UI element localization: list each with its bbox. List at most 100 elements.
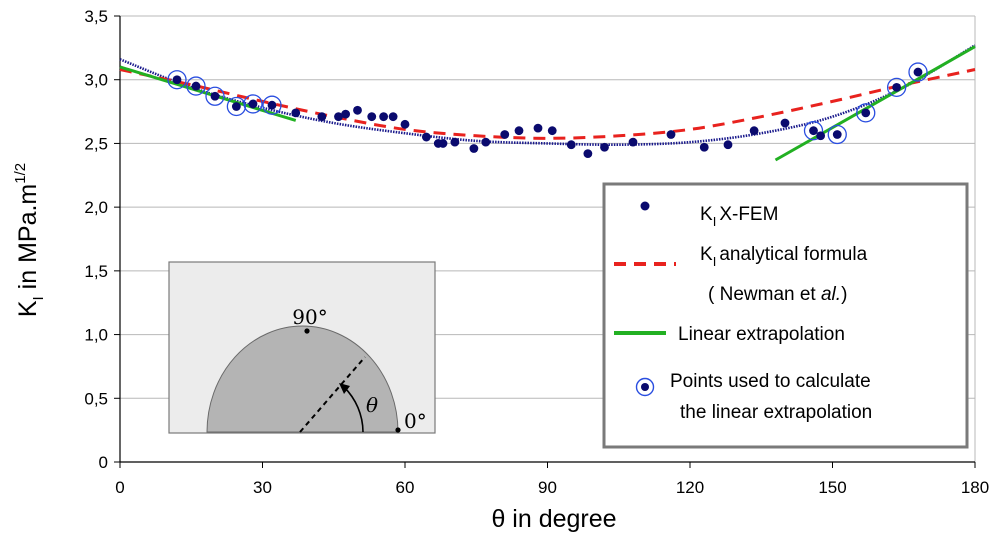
svg-text:KI in MPa.m1/2: KI in MPa.m1/2 bbox=[12, 163, 47, 317]
ring-marker-0 bbox=[167, 70, 187, 90]
inset-label-90: 90° bbox=[292, 305, 327, 329]
x-tick-label-6: 180 bbox=[961, 478, 989, 497]
xfem-point-18 bbox=[450, 137, 460, 147]
linear-segment-1 bbox=[774, 45, 976, 162]
xfem-point-30 bbox=[699, 142, 709, 152]
y-axis-title-rest: in MPa.m bbox=[14, 184, 42, 297]
xfem-point-29 bbox=[666, 130, 676, 139]
y-tick-label-5: 2,5 bbox=[84, 134, 108, 153]
legend-points-label-line1: Points used to calculate bbox=[670, 371, 871, 392]
xfem-point-32 bbox=[749, 126, 759, 136]
xfem-point-12 bbox=[379, 112, 389, 122]
series-trend-line bbox=[119, 44, 976, 147]
legend-points-label-line2: the linear extrapolation bbox=[680, 402, 872, 423]
xfem-point-11 bbox=[367, 112, 377, 122]
xfem-point-10 bbox=[353, 105, 362, 115]
xfem-point-2 bbox=[210, 91, 220, 101]
inset-dot-90 bbox=[304, 328, 310, 334]
ring-marker-9 bbox=[886, 77, 907, 98]
xfem-point-19 bbox=[469, 144, 479, 153]
xfem-point-9 bbox=[341, 109, 351, 119]
inset-half-disc bbox=[206, 325, 399, 433]
xfem-point-37 bbox=[861, 108, 871, 118]
legend-analytical-label: KI analytical formula bbox=[700, 244, 868, 269]
xfem-point-5 bbox=[267, 100, 277, 110]
inset-diagram: 90° 0° θ bbox=[168, 261, 436, 434]
inset-label-0: 0° bbox=[404, 409, 427, 433]
y-axis-title: KI in MPa.m1/2 bbox=[12, 163, 47, 317]
ring-marker-4 bbox=[243, 94, 263, 114]
xfem-point-4 bbox=[248, 99, 258, 109]
xfem-point-14 bbox=[400, 119, 410, 129]
xfem-point-8 bbox=[334, 112, 343, 122]
x-axis-title: θ in degree bbox=[491, 505, 616, 533]
inset-radius-line bbox=[299, 356, 366, 433]
xfem-point-31 bbox=[723, 140, 733, 150]
inset-dot-0 bbox=[395, 427, 401, 433]
y-axis-title-main: K bbox=[14, 300, 42, 317]
xfem-point-13 bbox=[388, 112, 398, 122]
x-tick-label-3: 90 bbox=[538, 478, 557, 497]
legend-ring-outer bbox=[635, 377, 655, 397]
xfem-point-26 bbox=[583, 149, 593, 159]
xfem-point-28 bbox=[628, 137, 638, 147]
ring-marker-1 bbox=[186, 76, 206, 96]
y-tick-label-3: 1,5 bbox=[84, 262, 108, 281]
series-ring-markers bbox=[167, 62, 928, 145]
xfem-point-35 bbox=[816, 131, 826, 141]
linear-segment-0 bbox=[119, 65, 297, 122]
xfem-point-25 bbox=[566, 140, 576, 150]
xfem-point-1 bbox=[191, 81, 201, 91]
x-tick-label-2: 60 bbox=[396, 478, 415, 497]
xfem-point-38 bbox=[892, 82, 902, 92]
xfem-point-7 bbox=[317, 112, 327, 122]
ring-marker-8 bbox=[856, 103, 876, 123]
xfem-point-27 bbox=[600, 142, 609, 152]
ring-marker-10 bbox=[908, 62, 928, 82]
x-tick-label-1: 30 bbox=[253, 478, 272, 497]
ring-marker-7 bbox=[827, 124, 847, 145]
trend-curve bbox=[119, 44, 976, 147]
ring-marker-6 bbox=[803, 121, 824, 141]
y-axis-title-sub: I bbox=[30, 296, 47, 300]
xfem-point-33 bbox=[780, 118, 790, 128]
xfem-point-21 bbox=[500, 130, 510, 139]
legend: KI X-FEM KI analytical formula ( Newman et… bbox=[602, 182, 969, 449]
xfem-point-22 bbox=[514, 126, 524, 136]
y-tick-label-4: 2,0 bbox=[84, 198, 108, 217]
inset-label-theta: θ bbox=[366, 393, 378, 417]
y-tick-label-2: 1,0 bbox=[84, 326, 108, 345]
y-tick-label-0: 0 bbox=[99, 453, 108, 472]
legend-linear-label: Linear extrapolation bbox=[678, 324, 845, 345]
xfem-point-6 bbox=[291, 108, 301, 118]
xfem-point-23 bbox=[533, 123, 543, 133]
xfem-point-17 bbox=[438, 139, 448, 148]
x-tick-label-5: 150 bbox=[818, 478, 846, 497]
xfem-point-39 bbox=[913, 67, 923, 77]
ring-marker-3 bbox=[226, 96, 247, 117]
legend-ring-dot bbox=[641, 383, 649, 391]
legend-box bbox=[602, 182, 969, 449]
xfem-point-20 bbox=[481, 137, 491, 147]
y-axis-title-sup: 1/2 bbox=[12, 163, 29, 184]
ring-marker-5 bbox=[262, 95, 282, 115]
x-tick-labels: 0 30 60 90 120 150 180 bbox=[115, 462, 989, 497]
inset-arrow-head bbox=[339, 383, 350, 394]
xfem-point-3 bbox=[231, 102, 241, 111]
y-tick-label-1: 0,5 bbox=[84, 389, 108, 408]
y-tick-labels: 0 0,5 1,0 1,5 2,0 2,5 3,0 3,5 bbox=[84, 7, 120, 472]
legend-xfem-marker bbox=[640, 201, 650, 211]
legend-newman-label: ( Newman et al.) bbox=[708, 284, 847, 305]
y-tick-label-6: 3,0 bbox=[84, 71, 108, 90]
y-tick-label-7: 3,5 bbox=[84, 7, 108, 26]
xfem-point-0 bbox=[172, 75, 182, 85]
xfem-point-24 bbox=[547, 126, 557, 136]
xfem-point-15 bbox=[421, 132, 431, 142]
analytical-curve bbox=[119, 68, 976, 140]
xfem-point-36 bbox=[832, 130, 842, 139]
x-tick-label-4: 120 bbox=[676, 478, 704, 497]
series-xfem-points bbox=[172, 67, 923, 159]
x-tick-label-0: 0 bbox=[115, 478, 124, 497]
legend-xfem-label: KI X-FEM bbox=[700, 204, 778, 229]
